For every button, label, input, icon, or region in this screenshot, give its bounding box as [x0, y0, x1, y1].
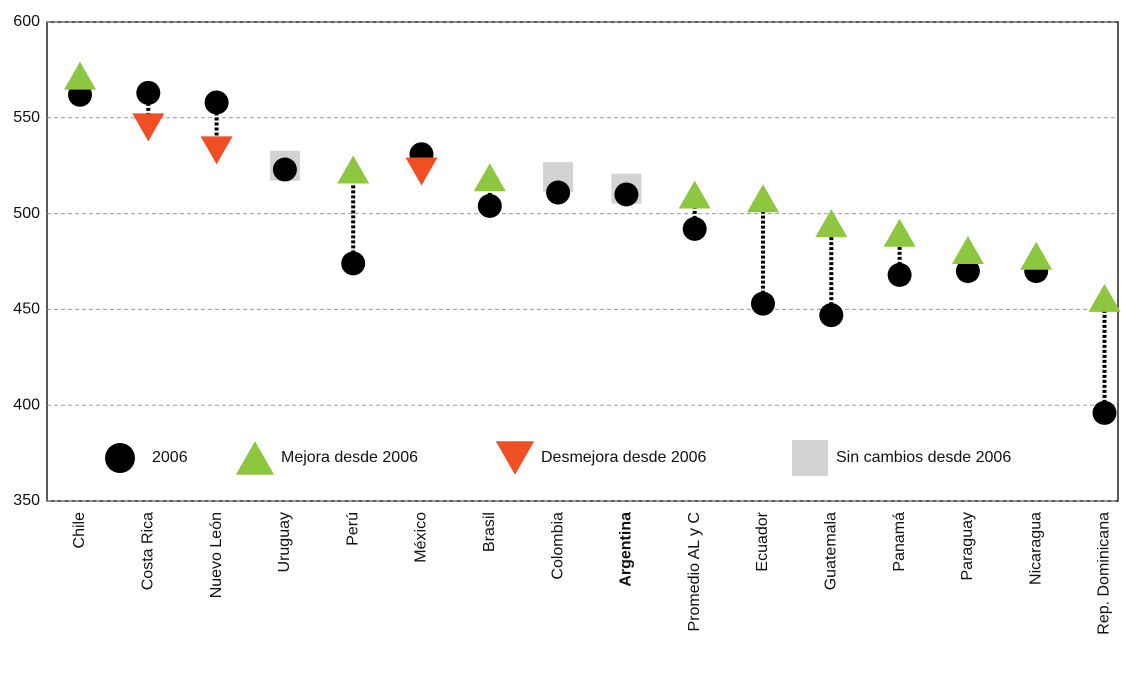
legend-label: 2006 [152, 449, 188, 466]
triangle [747, 184, 779, 213]
x-tick-label: Perú [344, 512, 361, 546]
dot [614, 182, 639, 207]
x-tick-label: Uruguay [276, 512, 293, 572]
y-tick-label: 500 [13, 205, 40, 222]
dot [477, 193, 502, 218]
y-tick-label: 400 [13, 396, 40, 413]
dot [136, 80, 161, 105]
x-tick-label: México [413, 512, 430, 563]
triangle [200, 136, 233, 165]
x-tick-label: Panamá [891, 512, 908, 572]
legend-marker [105, 443, 135, 473]
x-tick-label: Brasil [481, 512, 498, 552]
x-tick-label: Guatemala [823, 512, 840, 590]
triangle [815, 209, 848, 238]
triangle [337, 155, 370, 184]
dot [204, 90, 229, 115]
y-tick-label: 450 [13, 301, 40, 318]
y-tick-label: 600 [13, 13, 40, 30]
triangle [132, 113, 165, 142]
x-tick-label: Costa Rica [140, 512, 157, 590]
legend-label: Mejora desde 2006 [281, 449, 418, 466]
triangle [405, 157, 438, 186]
dot [272, 157, 297, 182]
legend-label: Desmejora desde 2006 [541, 449, 707, 466]
x-tick-label: Argentina [618, 512, 635, 587]
y-tick-label: 550 [13, 109, 40, 126]
x-tick-label: Nicaragua [1027, 512, 1044, 585]
x-tick-label: Ecuador [754, 511, 771, 571]
dot [341, 251, 366, 276]
triangle [1088, 283, 1121, 312]
triangle [678, 180, 711, 209]
x-tick-label: Chile [71, 512, 88, 549]
dot [546, 180, 571, 205]
triangle [951, 236, 984, 265]
dot [1092, 400, 1117, 425]
dot [819, 303, 844, 328]
legend-marker [495, 441, 535, 475]
legend-marker [235, 441, 275, 475]
legend-marker [792, 440, 828, 476]
dot [955, 259, 980, 284]
x-tick-label: Nuevo León [208, 512, 225, 598]
dot [682, 216, 707, 241]
x-tick-label: Promedio AL y C [686, 512, 703, 631]
dot [751, 291, 775, 316]
x-tick-label: Paraguay [959, 512, 976, 581]
triangle [883, 218, 916, 247]
legend-label: Sin cambios desde 2006 [836, 449, 1011, 466]
triangle [473, 163, 506, 192]
triangle [64, 61, 96, 90]
x-tick-label: Rep. Dominicana [1096, 512, 1113, 635]
dot [887, 262, 912, 287]
y-tick-label: 350 [13, 492, 40, 509]
x-tick-label: Colombia [549, 512, 566, 580]
triangle [1020, 241, 1053, 270]
